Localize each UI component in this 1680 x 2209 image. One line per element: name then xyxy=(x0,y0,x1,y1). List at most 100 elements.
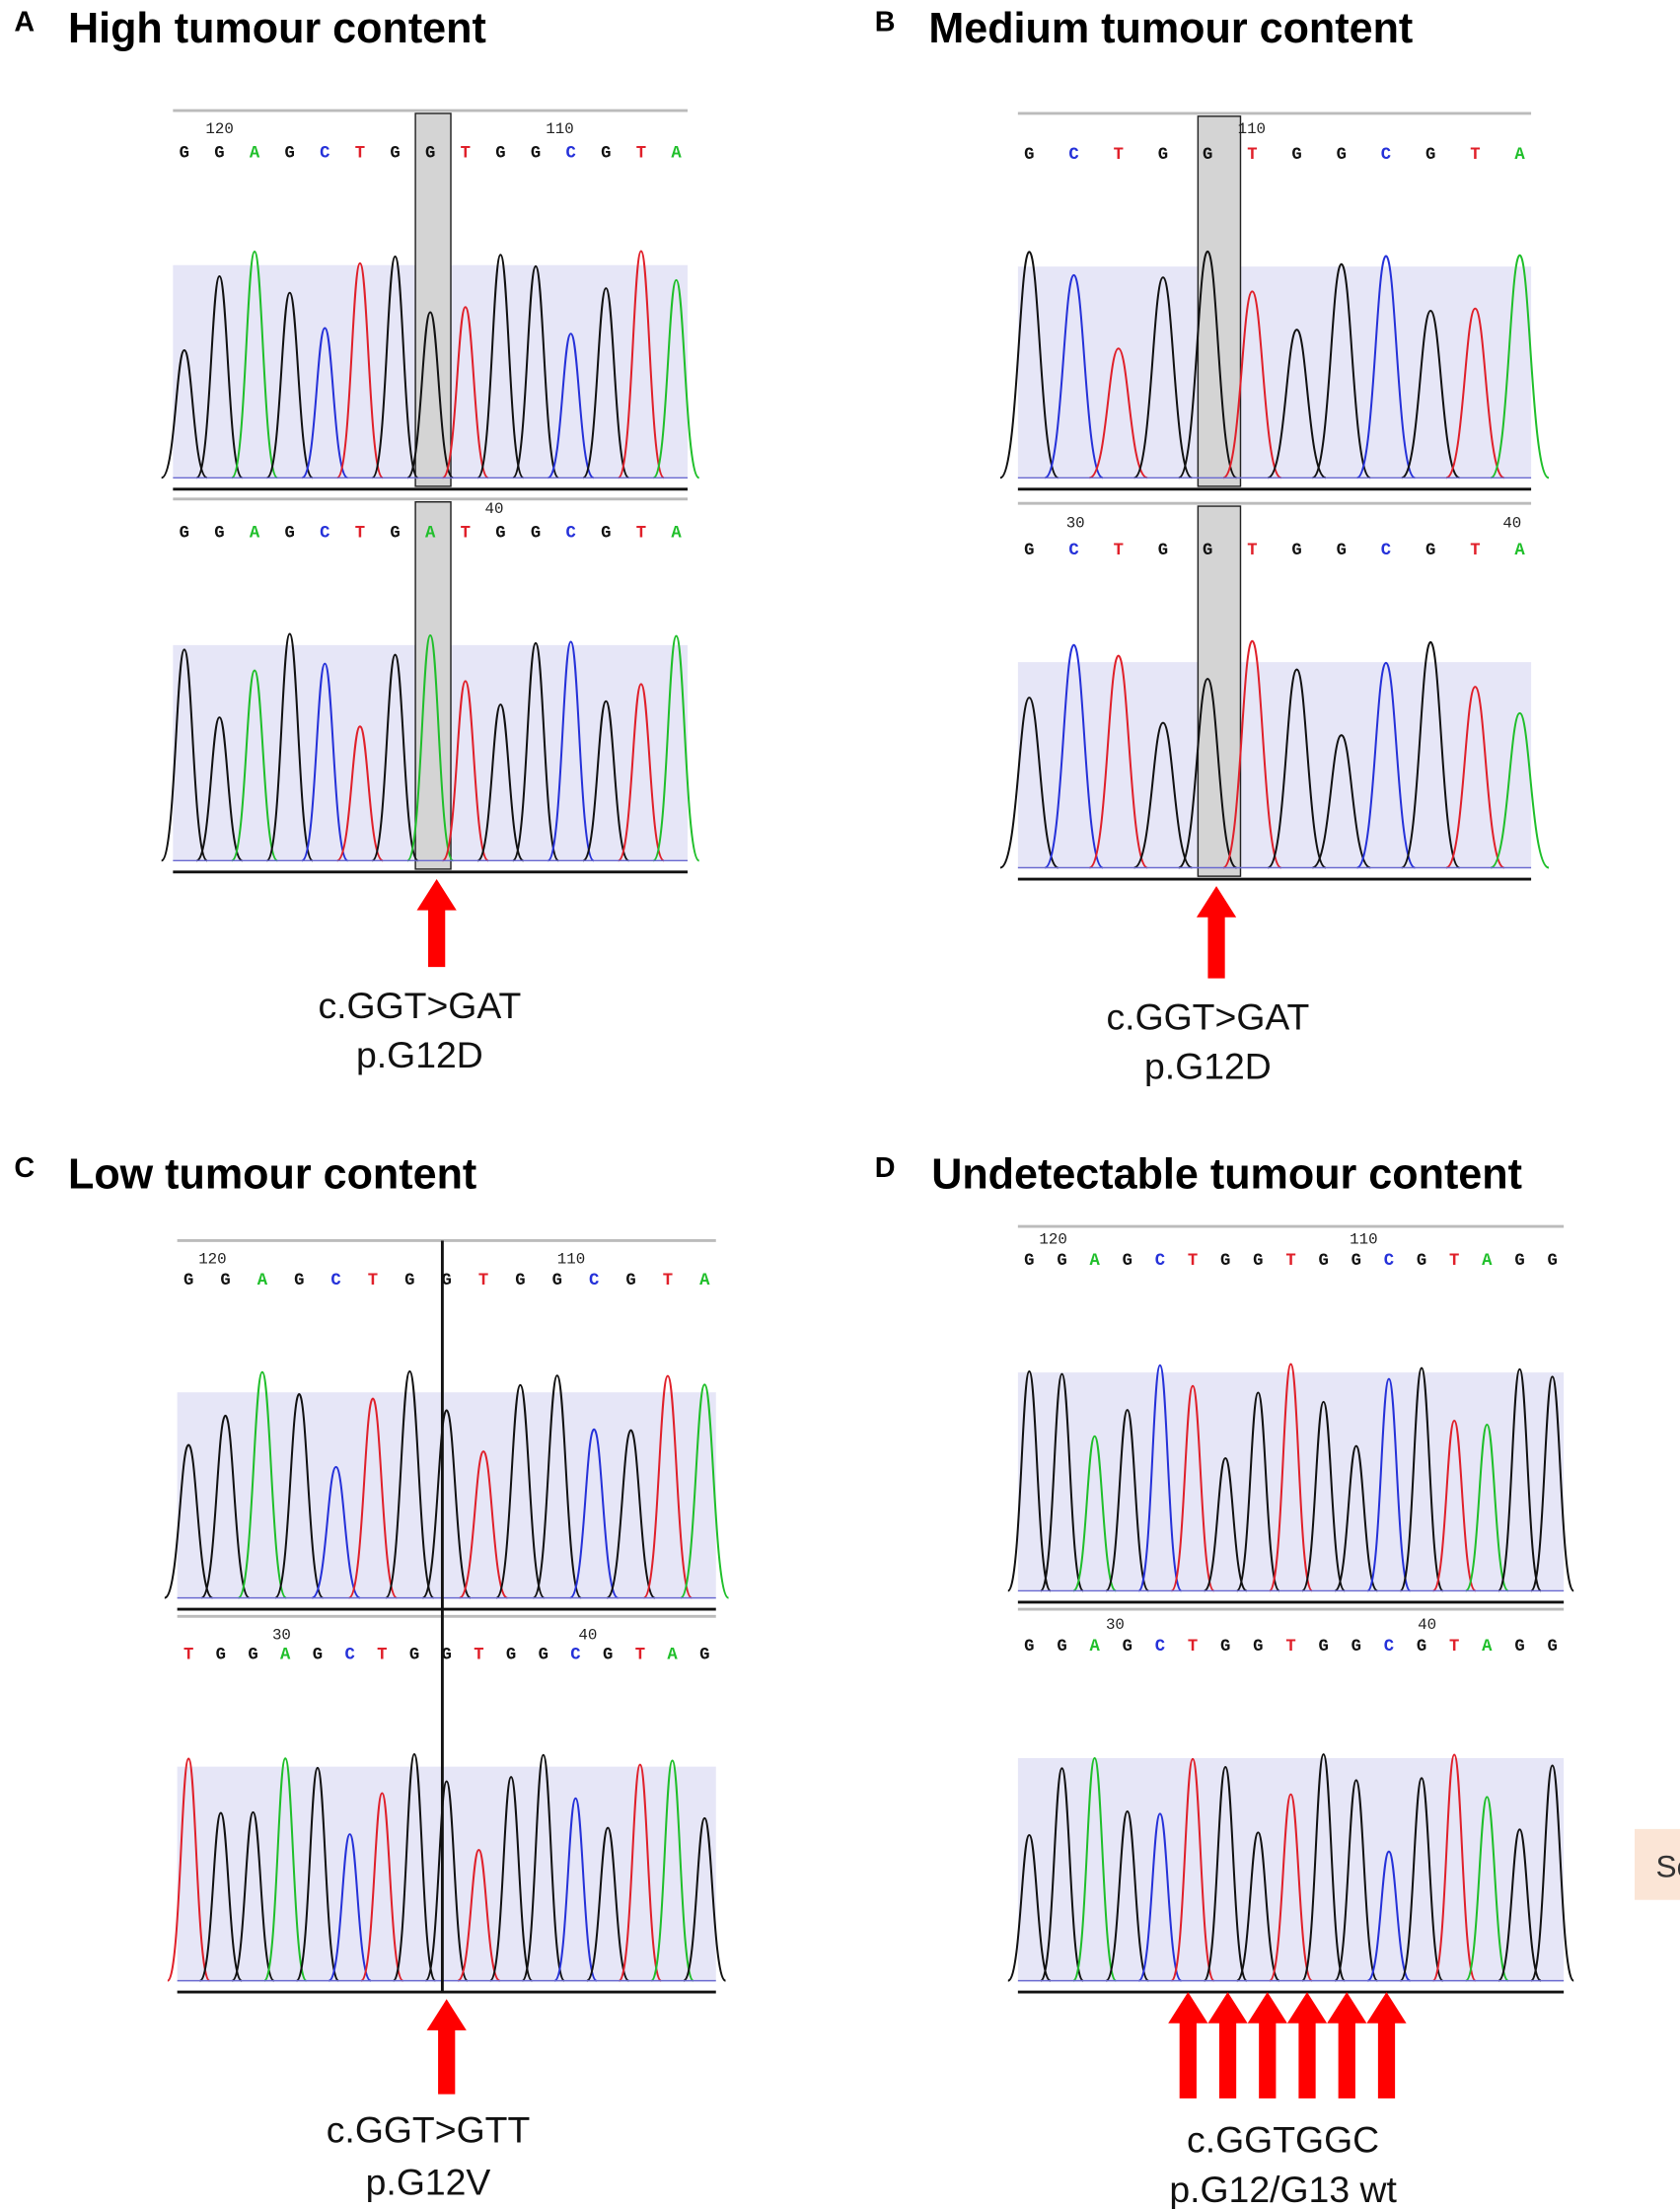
trace-peak xyxy=(195,274,244,479)
base-call: G xyxy=(220,1272,230,1290)
base-call: G xyxy=(1024,542,1034,560)
base-call: G xyxy=(1123,1252,1132,1271)
base-call: G xyxy=(1253,1252,1263,1271)
base-call: G xyxy=(1024,1638,1034,1657)
trace-peak xyxy=(568,1428,620,1599)
base-call: T xyxy=(478,1272,488,1290)
trace-peak xyxy=(617,683,666,862)
base-call: G xyxy=(1351,1252,1361,1271)
base-call: C xyxy=(320,145,329,164)
position-label: 120 xyxy=(1039,1230,1066,1248)
trace-peak xyxy=(230,250,279,479)
base-call: G xyxy=(1337,146,1347,165)
trace-peak xyxy=(1530,1375,1575,1592)
base-call: G xyxy=(216,1646,226,1664)
base-call: C xyxy=(1384,1252,1394,1271)
mutation-label: p.G12D xyxy=(356,1034,483,1075)
trace-peak xyxy=(1334,1779,1379,1982)
trace-peak xyxy=(335,261,385,479)
trace-peak xyxy=(406,311,455,479)
base-call: C xyxy=(1155,1638,1165,1657)
trace-peak xyxy=(166,1757,211,1982)
trace-peak xyxy=(1177,250,1238,479)
base-call: C xyxy=(344,1646,354,1664)
mutation-label: c.GGTGGC xyxy=(1187,2119,1379,2161)
base-call: T xyxy=(635,1646,645,1664)
trace-peak xyxy=(1137,1812,1183,1982)
position-label: 110 xyxy=(546,120,573,138)
base-call: A xyxy=(671,525,682,544)
trace-peak xyxy=(1497,1828,1543,1982)
base-call: T xyxy=(1470,542,1480,560)
trace-peak xyxy=(459,1450,508,1599)
trace-peak xyxy=(230,669,279,862)
base-call: G xyxy=(180,145,189,164)
trace-peak xyxy=(1490,254,1550,479)
base-call: G xyxy=(1514,1252,1524,1271)
trace-peak xyxy=(421,1409,472,1599)
panel-title: Undetectable tumour content xyxy=(931,1150,1522,1198)
panel-letter: B xyxy=(875,7,896,38)
arrow xyxy=(1286,1992,1328,2099)
trace-peak xyxy=(360,1792,404,1982)
base-call: G xyxy=(1417,1638,1426,1657)
base-call: C xyxy=(1381,542,1391,560)
trace-peak xyxy=(652,634,700,862)
trace-peak xyxy=(1355,255,1417,479)
base-call: G xyxy=(1318,1252,1328,1271)
trace-peak xyxy=(160,648,208,862)
quality-shade xyxy=(177,1392,716,1598)
trace-peak xyxy=(1399,1777,1444,1982)
base-call: G xyxy=(1425,146,1435,165)
arrow xyxy=(416,879,457,968)
quality-shade xyxy=(1017,1372,1565,1591)
trace-peak xyxy=(1170,1757,1215,1982)
trace-peak xyxy=(1399,1366,1444,1592)
trace-peak xyxy=(161,348,208,479)
trace-peak xyxy=(406,633,455,862)
trace-peak xyxy=(1088,654,1149,869)
position-label: 110 xyxy=(1350,1230,1377,1248)
base-call: G xyxy=(1337,542,1347,560)
base-call: A xyxy=(1514,542,1525,560)
trace-peak xyxy=(371,256,419,479)
base-call: G xyxy=(495,525,505,544)
base-call: G xyxy=(1158,542,1168,560)
base-call: G xyxy=(1220,1252,1230,1271)
trace-peak xyxy=(1137,1363,1183,1592)
trace-peak xyxy=(347,1397,399,1599)
trace-peak xyxy=(198,1811,244,1982)
highlight xyxy=(1197,505,1242,877)
arrow xyxy=(1327,1992,1367,2099)
base-call: G xyxy=(515,1272,525,1290)
trace-peak xyxy=(1366,1850,1412,1982)
base-call: G xyxy=(1291,542,1301,560)
trace-peak xyxy=(999,251,1059,479)
trace-peak xyxy=(311,1465,361,1599)
base-call: A xyxy=(257,1272,268,1290)
trace-peak xyxy=(301,662,349,862)
trace-peak xyxy=(231,1810,275,1982)
trace-peak xyxy=(1401,309,1461,479)
base-call: T xyxy=(1188,1252,1198,1271)
trace-peak xyxy=(1133,721,1193,869)
arrow xyxy=(1196,886,1237,979)
base-call: G xyxy=(1024,146,1034,165)
base-call: G xyxy=(1547,1638,1557,1657)
trace-peak xyxy=(1235,1391,1280,1592)
position-label: 40 xyxy=(1502,515,1521,533)
trace-peak xyxy=(652,278,700,479)
base-call: G xyxy=(552,1272,562,1290)
base-call: T xyxy=(1470,146,1480,165)
highlight xyxy=(1197,115,1242,487)
base-call: T xyxy=(636,145,646,164)
trace-peak xyxy=(1366,1377,1412,1592)
base-call: G xyxy=(1351,1638,1361,1657)
base-call: T xyxy=(1449,1252,1459,1271)
trace-peak xyxy=(1445,686,1505,869)
base-call: G xyxy=(601,525,611,544)
base-call: G xyxy=(1425,542,1435,560)
panel-letter: D xyxy=(875,1152,896,1184)
trace-peak xyxy=(295,1766,340,1982)
base-call: G xyxy=(531,525,541,544)
